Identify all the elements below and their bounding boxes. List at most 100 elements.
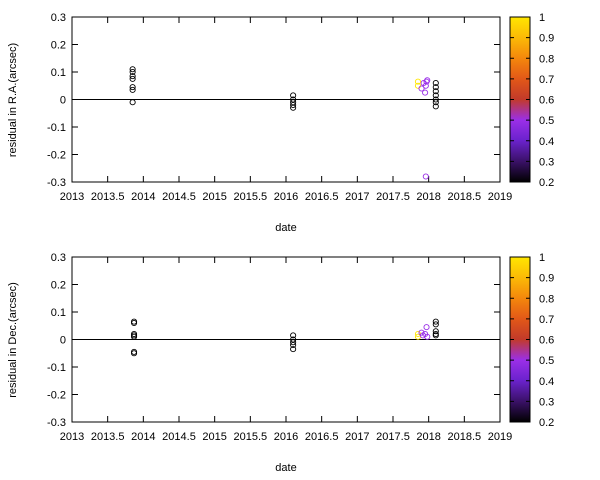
dec-x-tick-label: 2015	[202, 431, 226, 443]
ra-y-axis-label: residual in R.A.(arcsec)	[7, 43, 19, 157]
dec-y-tick-label: 0.1	[51, 307, 66, 319]
ra-x-tick-label: 2014.5	[162, 191, 196, 203]
dec-residual-panel: -0.3-0.2-0.100.10.20.3 2013 2013.5 2014 201…	[7, 252, 554, 474]
ra-x-tick-label: 2013	[60, 191, 84, 203]
dec-x-tick-label: 2017	[345, 431, 369, 443]
ra-x-tick-label: 2017.5	[376, 191, 410, 203]
ra-x-tick-label: 2015.5	[234, 191, 268, 203]
dec-y-axis-label: residual in Dec.(arcsec)	[7, 282, 19, 398]
dec-points	[131, 318, 439, 357]
dec-y-tick-label: -0.2	[47, 390, 66, 402]
ra-x-tick-label: 2016.5	[305, 191, 339, 203]
dec-data-point	[432, 318, 439, 325]
ra-data-point	[129, 86, 136, 93]
dec-colorbar-tick-label: 0.6	[539, 335, 554, 347]
ra-y-ticks: -0.3 -0.2 -0.1 0 0.1 0.2 0.3	[47, 12, 500, 189]
dec-data-point	[290, 341, 297, 349]
ra-y-tick-label: -0.1	[47, 122, 66, 134]
dec-y-tick-label: 0.2	[51, 280, 66, 292]
dec-data-point	[131, 319, 138, 327]
dec-data-point	[424, 333, 431, 340]
ra-x-ticks: 2013 2013.5 2014 2014.5 2015 2015.5 2016 2016.5…	[60, 17, 512, 203]
dec-x-tick-label: 2019	[488, 431, 512, 443]
ra-colorbar-tick-label: 0.4	[539, 136, 554, 148]
ra-colorbar-tick-label: 0.9	[539, 33, 554, 45]
dec-x-axis-label: date	[275, 462, 296, 474]
dec-x-ticks: 2013 2013.5 2014 2014.5 2015 2015.5 2016 2016.5…	[60, 257, 512, 443]
ra-data-point	[432, 99, 439, 106]
ra-data-point	[422, 82, 429, 89]
ra-colorbar-tick-label: 0.5	[539, 115, 554, 127]
ra-x-tick-label: 2015	[202, 191, 226, 203]
ra-data-point	[290, 104, 297, 111]
ra-y-tick-label: -0.2	[47, 150, 66, 162]
ra-data-point	[432, 103, 439, 110]
ra-colorbar-tick-label: 1	[539, 12, 545, 24]
ra-y-tick-label: 0.1	[51, 67, 66, 79]
ra-y-tick-label: -0.3	[47, 177, 66, 189]
dec-data-point	[432, 321, 439, 328]
dec-data-point	[423, 324, 430, 331]
dec-y-tick-label: 0	[60, 335, 66, 347]
dec-y-ticks: -0.3 -0.2 -0.1 0 0.1 0.2 0.3	[47, 252, 500, 429]
ra-x-tick-label: 2013.5	[91, 191, 125, 203]
ra-colorbar-tick-label: 0.8	[539, 53, 554, 65]
dec-x-tick-label: 2016.5	[305, 431, 339, 443]
ra-x-tick-label: 2014	[131, 191, 155, 203]
ra-y-tick-label: 0	[60, 95, 66, 107]
ra-colorbar-tick-label: 0.6	[539, 95, 554, 107]
ra-data-point	[432, 96, 439, 103]
dec-x-tick-label: 2018.5	[448, 431, 482, 443]
dec-colorbar-tick-label: 0.2	[539, 417, 554, 429]
dec-x-tick-label: 2016	[274, 431, 298, 443]
dec-x-tick-label: 2015.5	[234, 431, 268, 443]
ra-data-point	[129, 99, 136, 106]
ra-residual-panel: -0.3-0.2-0.100.10.20.3 2013 2013.5 2014 201…	[7, 12, 554, 234]
ra-data-point	[129, 75, 136, 82]
ra-data-point	[422, 89, 429, 96]
ra-x-tick-label: 2018	[416, 191, 440, 203]
ra-data-point	[432, 88, 439, 95]
ra-data-point	[432, 92, 439, 99]
dec-colorbar-tick-label: 0.7	[539, 314, 554, 326]
dec-y-tick-label: -0.1	[47, 362, 66, 374]
ra-data-point	[129, 66, 136, 73]
dec-colorbar-tick-label: 1	[539, 252, 545, 264]
ra-data-point	[129, 73, 136, 80]
ra-x-tick-label: 2018.5	[448, 191, 482, 203]
dec-x-tick-label: 2017.5	[376, 431, 410, 443]
dec-data-point	[290, 346, 297, 353]
ra-data-point	[290, 92, 297, 99]
ra-x-tick-label: 2019	[488, 191, 512, 203]
dec-colorbar-tick-label: 0.9	[539, 273, 554, 285]
dec-data-point	[131, 333, 138, 340]
ra-data-point	[418, 85, 425, 92]
ra-x-tick-label: 2017	[345, 191, 369, 203]
ra-data-point	[129, 68, 136, 76]
dec-colorbar-tick-label: 0.3	[539, 396, 554, 408]
dec-data-point	[432, 328, 439, 335]
dec-data-point	[290, 339, 297, 346]
dec-colorbar-tick-label: 0.5	[539, 355, 554, 367]
dec-y-tick-label: -0.3	[47, 417, 66, 429]
dec-data-point	[131, 350, 138, 357]
dec-colorbar-tick-label: 0.8	[539, 293, 554, 305]
ra-colorbar-tick-label: 0.7	[539, 74, 554, 86]
ra-colorbar-ticks: 0.2 0.3 0.4 0.5 0.6 0.7 0.8 0.9 1	[510, 12, 554, 189]
dec-colorbar-tick-label: 0.4	[539, 376, 554, 388]
dec-data-point	[432, 332, 439, 339]
ra-data-point	[422, 173, 429, 180]
ra-data-point	[414, 78, 422, 85]
ra-data-point	[432, 79, 439, 87]
dec-x-tick-label: 2018	[416, 431, 440, 443]
dec-data-point	[290, 332, 297, 339]
dec-x-tick-label: 2014.5	[162, 431, 196, 443]
ra-colorbar-tick-label: 0.3	[539, 156, 554, 168]
dec-y-tick-label: 0.3	[51, 252, 66, 264]
dec-x-tick-label: 2013	[60, 431, 84, 443]
ra-y-tick-label: 0.3	[51, 12, 66, 24]
ra-x-tick-label: 2016	[274, 191, 298, 203]
ra-data-point	[432, 84, 439, 91]
ra-points	[129, 66, 439, 180]
